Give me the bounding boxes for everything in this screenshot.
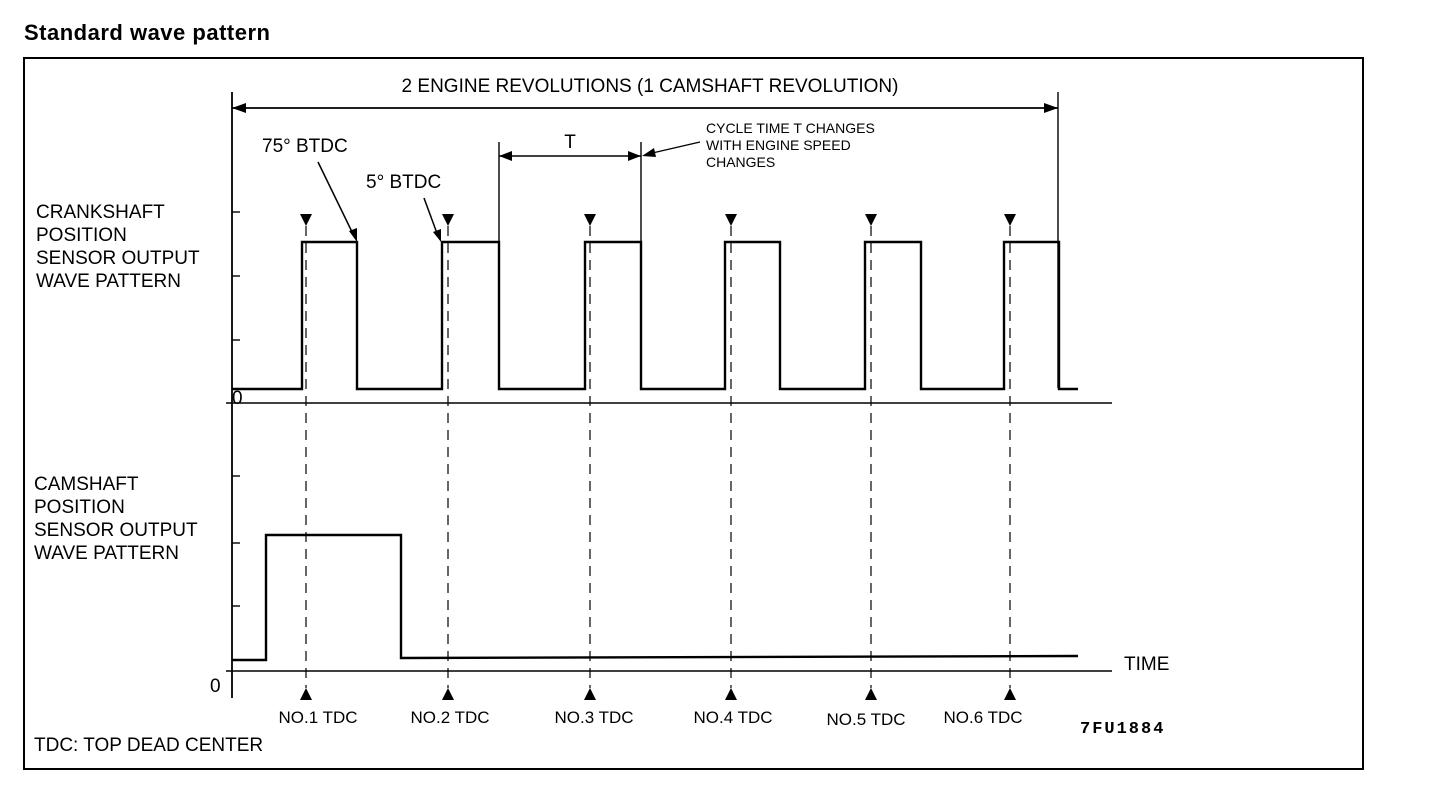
tdc-labels: NO.1 TDC NO.2 TDC NO.3 TDC NO.4 TDC NO.5… <box>278 708 1022 729</box>
tdc-label-2: NO.2 TDC <box>410 708 489 727</box>
camshaft-waveform <box>232 533 1079 662</box>
cycle-note-pointer <box>642 141 701 157</box>
span-arrow <box>232 103 1058 113</box>
btdc-75-pointer <box>317 161 357 242</box>
tdc-label-1: NO.1 TDC <box>278 708 357 727</box>
span-label: 2 ENGINE REVOLUTIONS (1 CAMSHAFT REVOLUT… <box>402 76 899 97</box>
tdc-label-6: NO.6 TDC <box>943 708 1022 727</box>
svg-text:POSITION: POSITION <box>36 225 127 246</box>
cam-zero-label: 0 <box>210 676 221 697</box>
cycle-time-symbol: T <box>564 132 576 153</box>
btdc-5-label: 5° BTDC <box>366 172 441 193</box>
tdc-label-3: NO.3 TDC <box>554 708 633 727</box>
svg-text:CRANKSHAFT: CRANKSHAFT <box>36 202 165 223</box>
svg-text:CAMSHAFT: CAMSHAFT <box>34 474 139 495</box>
tdc-legend: TDC: TOP DEAD CENTER <box>34 735 263 756</box>
tdc-bottom-markers <box>300 688 1016 700</box>
tdc-label-4: NO.4 TDC <box>693 708 772 727</box>
tdc-label-5: NO.5 TDC <box>826 710 905 729</box>
figure-code: 7FU1884 <box>1080 720 1165 739</box>
diagram-frame <box>23 57 1364 770</box>
svg-text:SENSOR OUTPUT: SENSOR OUTPUT <box>34 520 198 541</box>
svg-text:WAVE PATTERN: WAVE PATTERN <box>34 543 179 564</box>
time-label: TIME <box>1124 654 1169 675</box>
crank-zero-label: 0 <box>232 388 243 409</box>
svg-text:SENSOR OUTPUT: SENSOR OUTPUT <box>36 248 200 269</box>
crank-label: CRANKSHAFT POSITION SENSOR OUTPUT WAVE P… <box>36 202 200 292</box>
cycle-time-note: CYCLE TIME T CHANGES WITH ENGINE SPEED C… <box>706 120 875 170</box>
tdc-top-markers <box>300 214 1016 226</box>
axis-ticks <box>232 211 240 607</box>
svg-text:POSITION: POSITION <box>34 497 125 518</box>
svg-text:WAVE PATTERN: WAVE PATTERN <box>36 271 181 292</box>
svg-text:WITH ENGINE SPEED: WITH ENGINE SPEED <box>706 137 851 153</box>
tdc-guide-lines <box>305 226 1011 688</box>
cam-label: CAMSHAFT POSITION SENSOR OUTPUT WAVE PAT… <box>34 474 198 564</box>
crankshaft-waveform <box>232 240 1078 391</box>
svg-text:CHANGES: CHANGES <box>706 154 775 170</box>
svg-text:CYCLE TIME T CHANGES: CYCLE TIME T CHANGES <box>706 120 875 136</box>
btdc-75-label: 75° BTDC <box>262 136 348 157</box>
btdc-5-pointer <box>423 197 441 242</box>
diagram-title: Standard wave pattern <box>24 20 270 45</box>
cycle-time-arrow <box>499 151 641 161</box>
